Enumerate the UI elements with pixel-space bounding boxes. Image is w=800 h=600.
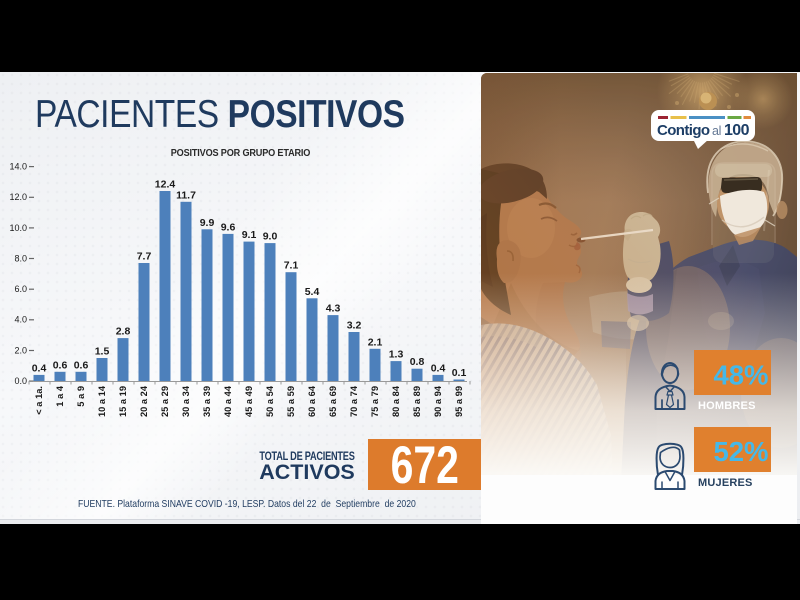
svg-text:8.0: 8.0 [14, 253, 27, 263]
svg-text:50 a 54: 50 a 54 [265, 385, 275, 417]
svg-text:0.6: 0.6 [53, 359, 68, 371]
svg-text:65 a 69: 65 a 69 [328, 386, 338, 417]
svg-text:2.0: 2.0 [14, 345, 27, 355]
svg-text:45 a 49: 45 a 49 [244, 386, 254, 417]
svg-text:2.8: 2.8 [116, 326, 131, 338]
svg-text:9.6: 9.6 [221, 221, 236, 233]
svg-text:15 a 19: 15 a 19 [118, 386, 128, 417]
svg-text:0.0: 0.0 [14, 376, 27, 386]
svg-text:25 a 29: 25 a 29 [160, 386, 170, 417]
svg-text:70 a 74: 70 a 74 [349, 385, 359, 417]
svg-text:0.4: 0.4 [431, 362, 446, 374]
svg-text:52%: 52% [713, 436, 768, 467]
svg-text:1 a 4: 1 a 4 [55, 385, 65, 407]
svg-text:6.0: 6.0 [14, 284, 27, 294]
svg-text:10 a 14: 10 a 14 [97, 385, 107, 417]
svg-text:0.4: 0.4 [32, 362, 47, 374]
svg-text:80 a 84: 80 a 84 [391, 385, 401, 417]
svg-text:95 a 99: 95 a 99 [454, 386, 464, 417]
svg-text:0.1: 0.1 [452, 367, 467, 379]
svg-text:20 a 24: 20 a 24 [139, 385, 149, 417]
svg-text:35 a 39: 35 a 39 [202, 386, 212, 417]
svg-text:3.2: 3.2 [347, 320, 362, 332]
svg-text:2.1: 2.1 [368, 336, 383, 348]
svg-text:90 a 94: 90 a 94 [433, 385, 443, 417]
svg-text:7.1: 7.1 [284, 260, 299, 272]
svg-text:Contigo: Contigo [657, 122, 710, 139]
svg-text:11.7: 11.7 [176, 189, 196, 201]
svg-text:al: al [712, 124, 721, 138]
svg-text:5.4: 5.4 [305, 286, 320, 298]
svg-text:48%: 48% [713, 360, 768, 391]
svg-text:30 a 34: 30 a 34 [181, 385, 191, 417]
svg-text:40 a 44: 40 a 44 [223, 385, 233, 417]
svg-text:55 a 59: 55 a 59 [286, 386, 296, 417]
svg-text:5 a 9: 5 a 9 [76, 386, 86, 407]
svg-text:1.3: 1.3 [389, 349, 404, 361]
svg-text:100: 100 [724, 122, 750, 139]
svg-text:75 a 79: 75 a 79 [370, 386, 380, 417]
svg-text:14.0: 14.0 [9, 162, 27, 172]
svg-text:HOMBRES: HOMBRES [698, 400, 756, 412]
svg-text:12.0: 12.0 [9, 192, 27, 202]
svg-text:9.0: 9.0 [263, 231, 278, 243]
svg-text:0.6: 0.6 [74, 359, 89, 371]
svg-text:85 a 89: 85 a 89 [412, 386, 422, 417]
svg-text:10.0: 10.0 [9, 223, 27, 233]
svg-text:0.8: 0.8 [410, 356, 425, 368]
svg-text:12.4: 12.4 [155, 179, 176, 191]
svg-text:1.5: 1.5 [95, 346, 110, 358]
svg-text:4.3: 4.3 [326, 303, 341, 315]
svg-text:60 a 64: 60 a 64 [307, 385, 317, 417]
svg-text:< a 1a.: < a 1a. [34, 386, 44, 415]
svg-text:9.9: 9.9 [200, 217, 215, 229]
svg-text:MUJERES: MUJERES [698, 477, 753, 489]
svg-text:4.0: 4.0 [14, 315, 27, 325]
svg-text:7.7: 7.7 [137, 251, 152, 263]
svg-text:9.1: 9.1 [242, 229, 257, 241]
